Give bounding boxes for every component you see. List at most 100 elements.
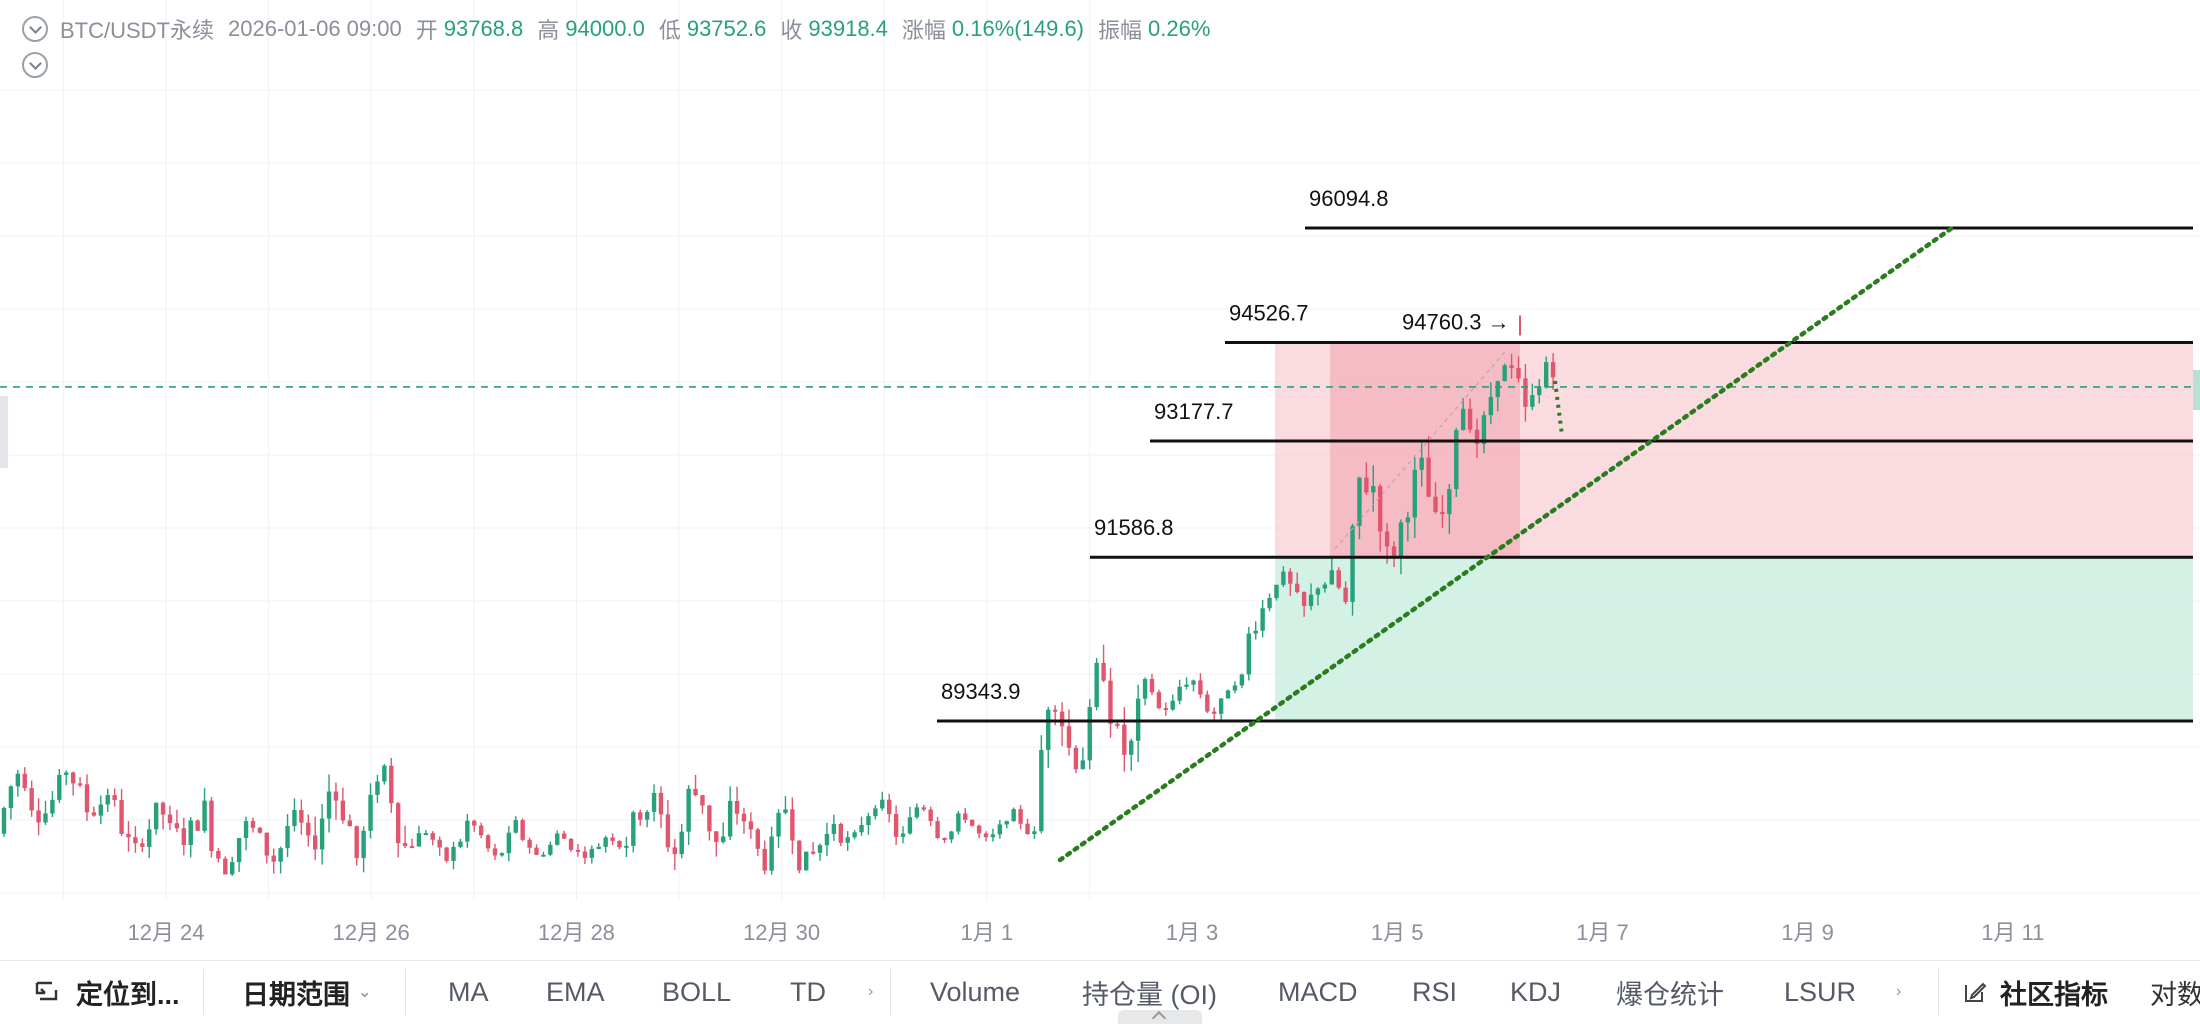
candle-body: [1488, 396, 1494, 416]
candle-body: [1509, 365, 1514, 368]
candle-body: [1080, 760, 1086, 770]
candle-body: [1156, 692, 1162, 709]
indicator-rsi[interactable]: RSI: [1412, 976, 1458, 1007]
candle-body: [1267, 597, 1272, 609]
indicator-td[interactable]: TD: [790, 976, 826, 1007]
indicator-liquidation[interactable]: 爆仓统计: [1616, 979, 1724, 1010]
more-sub-indicators-icon[interactable]: ›: [1896, 983, 1902, 1000]
x-tick-label: 1月 9: [1781, 920, 1834, 945]
candle-body: [499, 853, 505, 856]
measure-guide-line: [1334, 351, 1506, 550]
candle-body: [202, 800, 207, 831]
candle-body: [216, 851, 221, 859]
candle-body: [1481, 415, 1487, 444]
candle-body: [1391, 546, 1397, 558]
candle-body: [230, 862, 235, 875]
candle-body: [893, 813, 899, 837]
level-label: 91586.8: [1094, 515, 1174, 540]
candle-body: [1129, 740, 1134, 755]
candle-body: [707, 805, 712, 832]
indicator-ema[interactable]: EMA: [546, 976, 605, 1007]
locate-to-button[interactable]: 定位到...: [32, 961, 180, 1023]
toolbar-divider: [1938, 969, 1939, 1015]
price-axis-handle[interactable]: [2193, 370, 2200, 410]
candle-body: [451, 846, 456, 861]
candle-body: [596, 846, 601, 849]
amplitude-label: 振幅: [1098, 18, 1143, 43]
candle-body: [319, 818, 325, 850]
indicator-boll[interactable]: BOLL: [662, 976, 732, 1007]
candle-body: [1218, 698, 1224, 714]
x-tick-label: 1月 1: [961, 920, 1014, 945]
toolbar-divider: [890, 969, 891, 1015]
indicator-volume[interactable]: Volume: [930, 976, 1021, 1007]
candle-body: [153, 802, 159, 830]
candle-body: [389, 765, 394, 804]
candle-body: [817, 845, 823, 853]
candle-body: [638, 812, 643, 820]
indicator-kdj[interactable]: KDJ: [1510, 976, 1562, 1007]
candle-body: [174, 823, 180, 829]
candle-body: [852, 832, 857, 838]
candle-body: [1308, 594, 1314, 607]
left-scroll-handle[interactable]: [0, 396, 8, 468]
community-indicators-button[interactable]: 社区指标: [1962, 961, 2108, 1023]
candle-body: [838, 823, 843, 843]
candle-body: [748, 821, 754, 830]
indicator-chevron-icon[interactable]: [22, 52, 48, 78]
candle-body: [285, 825, 290, 849]
chart-area[interactable]: 96094.8 94526.7 93177.7 91586.8 89343.9 94760…: [0, 0, 2200, 960]
open-label: 开: [415, 18, 438, 43]
candle-body: [70, 772, 76, 784]
symbol-name[interactable]: BTC/USDT永续: [60, 18, 215, 43]
candle-body: [167, 814, 173, 824]
candle-body: [810, 851, 816, 854]
candle-body: [679, 831, 684, 855]
indicator-ma[interactable]: MA: [448, 976, 489, 1007]
candle-body: [721, 836, 726, 843]
high-label: 高: [537, 18, 560, 43]
candle-body: [1502, 365, 1507, 382]
candle-body: [1059, 711, 1065, 727]
candle-body: [568, 838, 574, 850]
indicator-lsur[interactable]: LSUR: [1784, 976, 1857, 1007]
candle-body: [112, 795, 117, 800]
candle-body: [907, 817, 913, 834]
candlestick-chart[interactable]: 96094.8 94526.7 93177.7 91586.8 89343.9 94760…: [0, 0, 2200, 960]
candle-body: [1052, 709, 1058, 712]
candle-body: [492, 848, 498, 856]
date-range-button[interactable]: 日期范围 ⌄: [242, 961, 371, 1023]
candle-body: [963, 813, 968, 820]
candle-body: [1295, 583, 1300, 593]
candle-body: [91, 812, 97, 816]
candle-body: [1516, 367, 1521, 379]
candle-body: [306, 822, 311, 836]
candle-body: [914, 807, 920, 818]
candle-body: [783, 809, 788, 813]
locate-label: 定位到...: [76, 979, 180, 1010]
candle-body: [734, 800, 740, 814]
candle-body: [589, 848, 595, 858]
candle-body: [465, 820, 470, 842]
more-main-indicators-icon[interactable]: ›: [868, 983, 874, 1000]
panel-expand-tab[interactable]: [1118, 1010, 1202, 1024]
candle-body: [395, 803, 401, 844]
candle-body: [956, 813, 961, 832]
candle-body: [347, 820, 352, 827]
candle-body: [1530, 395, 1535, 407]
candle-body: [1163, 708, 1169, 711]
collapse-chevron-icon[interactable]: [22, 16, 48, 42]
candle-body: [1149, 678, 1155, 693]
candle-body: [541, 854, 546, 857]
candle-body: [437, 839, 442, 848]
candle-body: [1066, 726, 1072, 748]
candle-body: [1115, 723, 1120, 726]
indicator-open-interest[interactable]: 持仓量 (OI): [1082, 979, 1217, 1010]
log-scale-toggle[interactable]: 对数: [2150, 979, 2200, 1010]
candle-body: [769, 836, 774, 871]
level-label: 96094.8: [1309, 186, 1389, 211]
candle-body: [866, 816, 871, 826]
toolbar-divider: [203, 969, 204, 1015]
indicator-macd[interactable]: MACD: [1278, 976, 1358, 1007]
candle-datetime: 2026-01-06 09:00: [228, 16, 402, 41]
